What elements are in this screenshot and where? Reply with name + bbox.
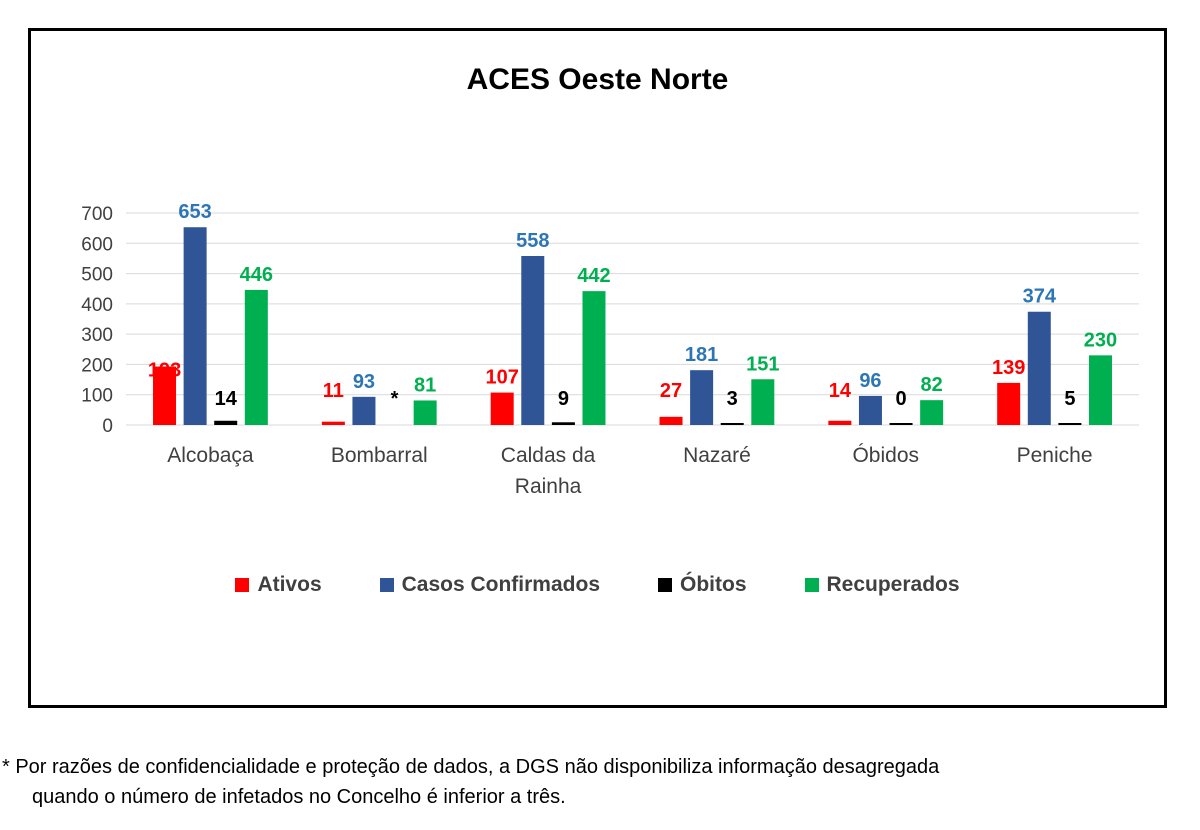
legend-label-recuperados: Recuperados: [826, 573, 960, 596]
bar-confirmados: [183, 227, 207, 425]
bar-confirmados: [858, 395, 882, 425]
y-tick-label: 600: [81, 234, 113, 255]
y-tick-label: 500: [81, 265, 113, 286]
data-label-confirmados: 558: [516, 230, 549, 252]
y-tick-label: 300: [81, 325, 113, 346]
data-label-recuperados: 82: [921, 374, 943, 396]
y-tick-label: 100: [81, 386, 113, 407]
bar-obitos: [551, 422, 575, 425]
data-label-confirmados: 96: [859, 370, 881, 392]
footnote-line-2: quando o número de infetados no Concelho…: [32, 786, 566, 808]
legend-swatch-obitos: [658, 578, 672, 592]
bar-confirmados: [690, 370, 714, 425]
data-label-ativos: 193: [148, 360, 181, 382]
y-tick-label: 200: [81, 355, 113, 376]
data-label-confirmados: 653: [178, 201, 211, 223]
bar-obitos: [720, 423, 744, 425]
x-tick-label: Rainha: [515, 475, 582, 498]
bar-ativos: [659, 416, 683, 425]
bar-recuperados: [244, 289, 268, 425]
data-label-ativos: 11: [323, 380, 344, 402]
legend-label-confirmados: Casos Confirmados: [401, 573, 600, 596]
bar-ativos: [997, 382, 1021, 425]
x-tick-label: Caldas da: [501, 444, 596, 467]
bar-chart: 0 100 200 300 400 500 600 700 193 653 14 446 Alcobaç…: [81, 201, 1139, 498]
bar-recuperados: [413, 400, 437, 425]
x-tick-label: Peniche: [1017, 444, 1093, 467]
data-label-ativos: 107: [485, 367, 518, 389]
bar-obitos: [214, 420, 238, 425]
y-tick-label: 0: [102, 416, 113, 437]
y-tick-label: 700: [81, 204, 113, 225]
bar-ativos: [490, 392, 514, 425]
data-label-obitos: 3: [727, 388, 738, 410]
bar-confirmados: [352, 396, 376, 425]
chart-title: ACES Oeste Norte: [466, 63, 729, 96]
legend-item-obitos: Óbitos: [658, 573, 747, 597]
data-label-ativos: 27: [660, 380, 682, 402]
bar-confirmados: [521, 256, 545, 425]
legend-item-confirmados: Casos Confirmados: [379, 573, 600, 597]
bar-confirmados: [1027, 311, 1051, 425]
data-label-obitos: 5: [1064, 388, 1075, 410]
legend-swatch-recuperados: [804, 578, 819, 592]
bar-recuperados: [582, 291, 606, 425]
legend-item-recuperados: Recuperados: [804, 573, 960, 597]
bar-recuperados: [751, 379, 775, 425]
legend-item-ativos: Ativos: [235, 573, 322, 597]
data-label-recuperados: 446: [240, 264, 273, 286]
legend-swatch-ativos: [235, 578, 250, 592]
x-tick-label: Alcobaça: [167, 444, 254, 467]
legend-swatch-confirmados: [379, 578, 394, 592]
data-label-confirmados: 181: [685, 344, 718, 366]
data-label-obitos: *: [391, 388, 399, 410]
footnote: * Por razões de confidencialidade e prot…: [2, 752, 939, 812]
data-label-confirmados: 93: [353, 371, 375, 393]
data-label-recuperados: 442: [577, 265, 610, 287]
legend-label-obitos: Óbitos: [680, 573, 747, 596]
bar-ativos: [828, 420, 852, 425]
data-label-recuperados: 230: [1084, 329, 1117, 351]
legend-label-ativos: Ativos: [257, 573, 322, 596]
data-label-recuperados: 151: [746, 353, 779, 375]
data-label-ativos: 14: [829, 380, 852, 402]
bar-obitos: [1058, 423, 1082, 425]
data-label-ativos: 139: [992, 357, 1025, 379]
data-label-recuperados: 81: [414, 374, 436, 396]
x-tick-label: Bombarral: [331, 444, 428, 467]
data-label-obitos: 9: [558, 388, 569, 410]
bar-ativos: [153, 366, 177, 425]
footnote-line-1: * Por razões de confidencialidade e prot…: [2, 756, 940, 778]
x-tick-label: Óbidos: [852, 444, 919, 467]
x-tick-label: Nazaré: [683, 444, 751, 467]
bar-recuperados: [1088, 355, 1112, 425]
chart-frame: ACES Oeste Norte 0 100 200 300 400 500 600 700 1…: [28, 28, 1167, 708]
bar-obitos: [889, 423, 913, 425]
y-tick-label: 400: [81, 295, 113, 316]
data-label-confirmados: 374: [1023, 286, 1057, 308]
chart-legend: Ativos Casos Confirmados Óbitos Recupera…: [31, 573, 1164, 597]
data-label-obitos: 0: [895, 388, 906, 410]
bar-ativos: [321, 421, 345, 425]
bar-recuperados: [920, 400, 944, 425]
data-label-obitos: 14: [215, 388, 238, 410]
